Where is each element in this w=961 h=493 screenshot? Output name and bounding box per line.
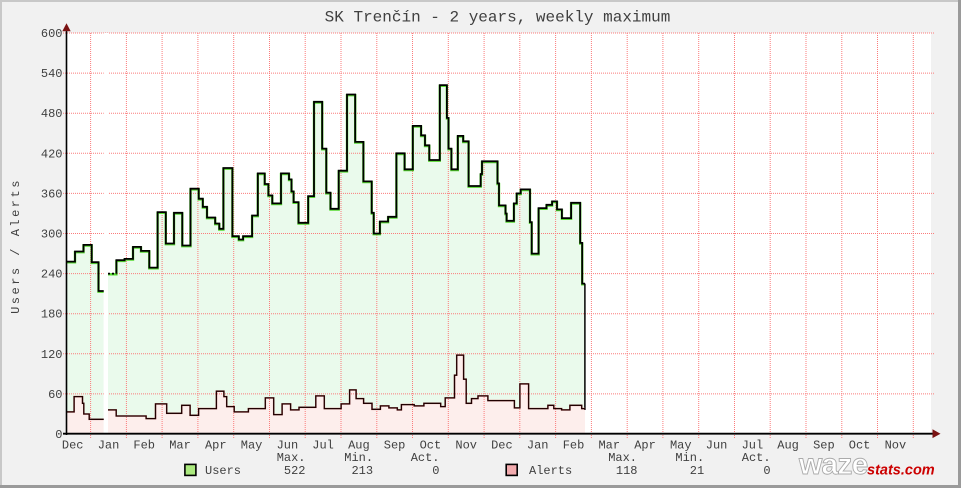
svg-text:Aug: Aug xyxy=(777,439,799,453)
svg-text:Jul: Jul xyxy=(312,439,334,453)
svg-text:0: 0 xyxy=(763,464,770,478)
svg-text:420: 420 xyxy=(41,147,63,161)
svg-text:Jun: Jun xyxy=(277,439,299,453)
svg-text:Nov: Nov xyxy=(455,439,477,453)
svg-text:Act.: Act. xyxy=(742,451,771,465)
svg-text:240: 240 xyxy=(41,268,63,282)
svg-text:Jan: Jan xyxy=(98,439,120,453)
svg-text:Min.: Min. xyxy=(344,451,373,465)
svg-text:Jun: Jun xyxy=(706,439,728,453)
svg-text:360: 360 xyxy=(41,187,63,201)
svg-text:Aug: Aug xyxy=(348,439,370,453)
svg-text:120: 120 xyxy=(41,348,63,362)
svg-text:SK Trenčín - 2 years, weekly m: SK Trenčín - 2 years, weekly maximum xyxy=(325,9,671,27)
svg-text:600: 600 xyxy=(41,27,63,41)
svg-text:May: May xyxy=(241,439,263,453)
svg-text:Users / Alerts: Users / Alerts xyxy=(9,178,23,314)
svg-text:Jan: Jan xyxy=(527,439,549,453)
svg-text:60: 60 xyxy=(48,388,62,402)
svg-text:Dec: Dec xyxy=(491,439,513,453)
svg-text:May: May xyxy=(670,439,692,453)
svg-text:Oct: Oct xyxy=(849,439,871,453)
svg-text:Oct: Oct xyxy=(420,439,442,453)
svg-text:Apr: Apr xyxy=(205,439,227,453)
svg-text:Act.: Act. xyxy=(411,451,440,465)
svg-text:stats.com: stats.com xyxy=(867,463,935,479)
svg-text:540: 540 xyxy=(41,67,63,81)
svg-text:Dec: Dec xyxy=(62,439,84,453)
svg-text:Jul: Jul xyxy=(742,439,764,453)
svg-text:480: 480 xyxy=(41,107,63,121)
svg-text:Mar: Mar xyxy=(169,439,191,453)
svg-text:21: 21 xyxy=(690,464,704,478)
svg-text:Feb: Feb xyxy=(133,439,155,453)
svg-text:Sep: Sep xyxy=(384,439,406,453)
svg-text:180: 180 xyxy=(41,308,63,322)
svg-text:Users: Users xyxy=(205,464,241,478)
svg-text:Max.: Max. xyxy=(608,451,637,465)
svg-text:Mar: Mar xyxy=(598,439,620,453)
svg-text:Apr: Apr xyxy=(634,439,656,453)
svg-text:118: 118 xyxy=(616,464,638,478)
svg-text:Max.: Max. xyxy=(277,451,306,465)
svg-text:Nov: Nov xyxy=(885,439,907,453)
svg-text:Min.: Min. xyxy=(675,451,704,465)
svg-text:213: 213 xyxy=(351,464,373,478)
svg-text:Sep: Sep xyxy=(813,439,835,453)
svg-text:Feb: Feb xyxy=(563,439,585,453)
svg-text:Alerts: Alerts xyxy=(529,464,572,478)
svg-text:0: 0 xyxy=(432,464,439,478)
svg-text:waze: waze xyxy=(798,448,868,481)
svg-text:522: 522 xyxy=(284,464,306,478)
svg-text:300: 300 xyxy=(41,228,63,242)
svg-text:0: 0 xyxy=(55,428,62,442)
